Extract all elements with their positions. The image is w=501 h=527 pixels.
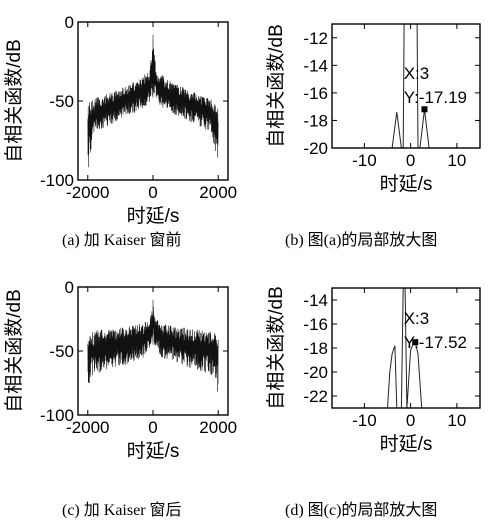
panel-d: -10 0 10 -14 -16 -18 -20 -22 时延/s 自相关函数/dB X:3 Y:-1… (265, 286, 481, 455)
data-marker-b (421, 106, 428, 113)
ytick-label-d-3: -20 (303, 363, 328, 382)
ytick-label-a-1: -50 (49, 92, 74, 111)
xtick-label-d-0: -10 (352, 411, 377, 430)
panel-c: -2000 0 2000 0 -50 -100 时延/s 自相关函数/dB (3, 278, 237, 462)
ylabel-b: 自相关函数/dB (265, 24, 287, 148)
xtick-label-d-2: 10 (447, 411, 466, 430)
xtick-label-a-0: -2000 (66, 183, 109, 202)
ytick-label-b-4: -20 (303, 139, 328, 158)
plot-frame-b (331, 23, 481, 149)
xtick-label-c-1: 0 (148, 418, 157, 437)
ylabel-a: 自相关函数/dB (3, 39, 25, 163)
ytick-label-a-2: -100 (40, 171, 74, 190)
caption-d: (d) 图(c)的局部放大图 (285, 502, 438, 519)
panel-a: -2000 0 2000 0 -50 -100 时延/s 自相关函数/dB (3, 13, 237, 227)
ytick-label-b-1: -14 (303, 56, 328, 75)
series-line-d (387, 288, 425, 408)
ytick-label-d-0: -14 (303, 291, 328, 310)
xtick-label-b-1: 0 (406, 151, 415, 170)
xtick-label-b-2: 10 (447, 151, 466, 170)
ytick-label-d-1: -16 (303, 315, 328, 334)
xlabel-a: 时延/s (127, 205, 180, 227)
xlabel-c: 时延/s (127, 440, 180, 462)
ytick-label-b-3: -18 (303, 111, 328, 130)
xtick-label-a-1: 0 (148, 183, 157, 202)
annotation-y-b: Y:-17.19 (404, 88, 467, 107)
caption-b: (b) 图(a)的局部放大图 (285, 232, 438, 249)
annotation-x-b: X:3 (404, 64, 430, 83)
ylabel-d: 自相关函数/dB (265, 286, 287, 410)
caption-c: (c) 加 Kaiser 窗后 (62, 502, 182, 519)
annotation-x-d: X:3 (404, 309, 430, 328)
xtick-label-b-0: -10 (352, 151, 377, 170)
ytick-label-d-2: -18 (303, 339, 328, 358)
xtick-label-d-1: 0 (406, 411, 415, 430)
xtick-label-c-2: 2000 (199, 418, 237, 437)
ytick-label-b-0: -12 (303, 29, 328, 48)
ytick-label-c-0: 0 (65, 278, 74, 297)
ytick-label-c-2: -100 (40, 406, 74, 425)
annotation-y-d: Y:-17.52 (404, 333, 467, 352)
data-marker-d (412, 339, 419, 346)
ytick-label-a-0: 0 (65, 13, 74, 32)
xlabel-d: 时延/s (380, 433, 433, 455)
ytick-label-d-4: -22 (303, 387, 328, 406)
panel-b: -10 0 10 -12 -14 -16 -18 -20 时延/s 自相关函数/dB X:3 Y:-1… (265, 23, 481, 195)
ylabel-c: 自相关函数/dB (3, 289, 25, 413)
ytick-label-b-2: -16 (303, 84, 328, 103)
ytick-label-c-1: -50 (49, 342, 74, 361)
series-line-c (87, 299, 219, 392)
xlabel-b: 时延/s (380, 173, 433, 195)
xtick-label-c-0: -2000 (66, 418, 109, 437)
series-line-a (87, 34, 219, 168)
caption-a: (a) 加 Kaiser 窗前 (62, 232, 182, 249)
xtick-label-a-2: 2000 (199, 183, 237, 202)
series-line-b (391, 24, 430, 148)
